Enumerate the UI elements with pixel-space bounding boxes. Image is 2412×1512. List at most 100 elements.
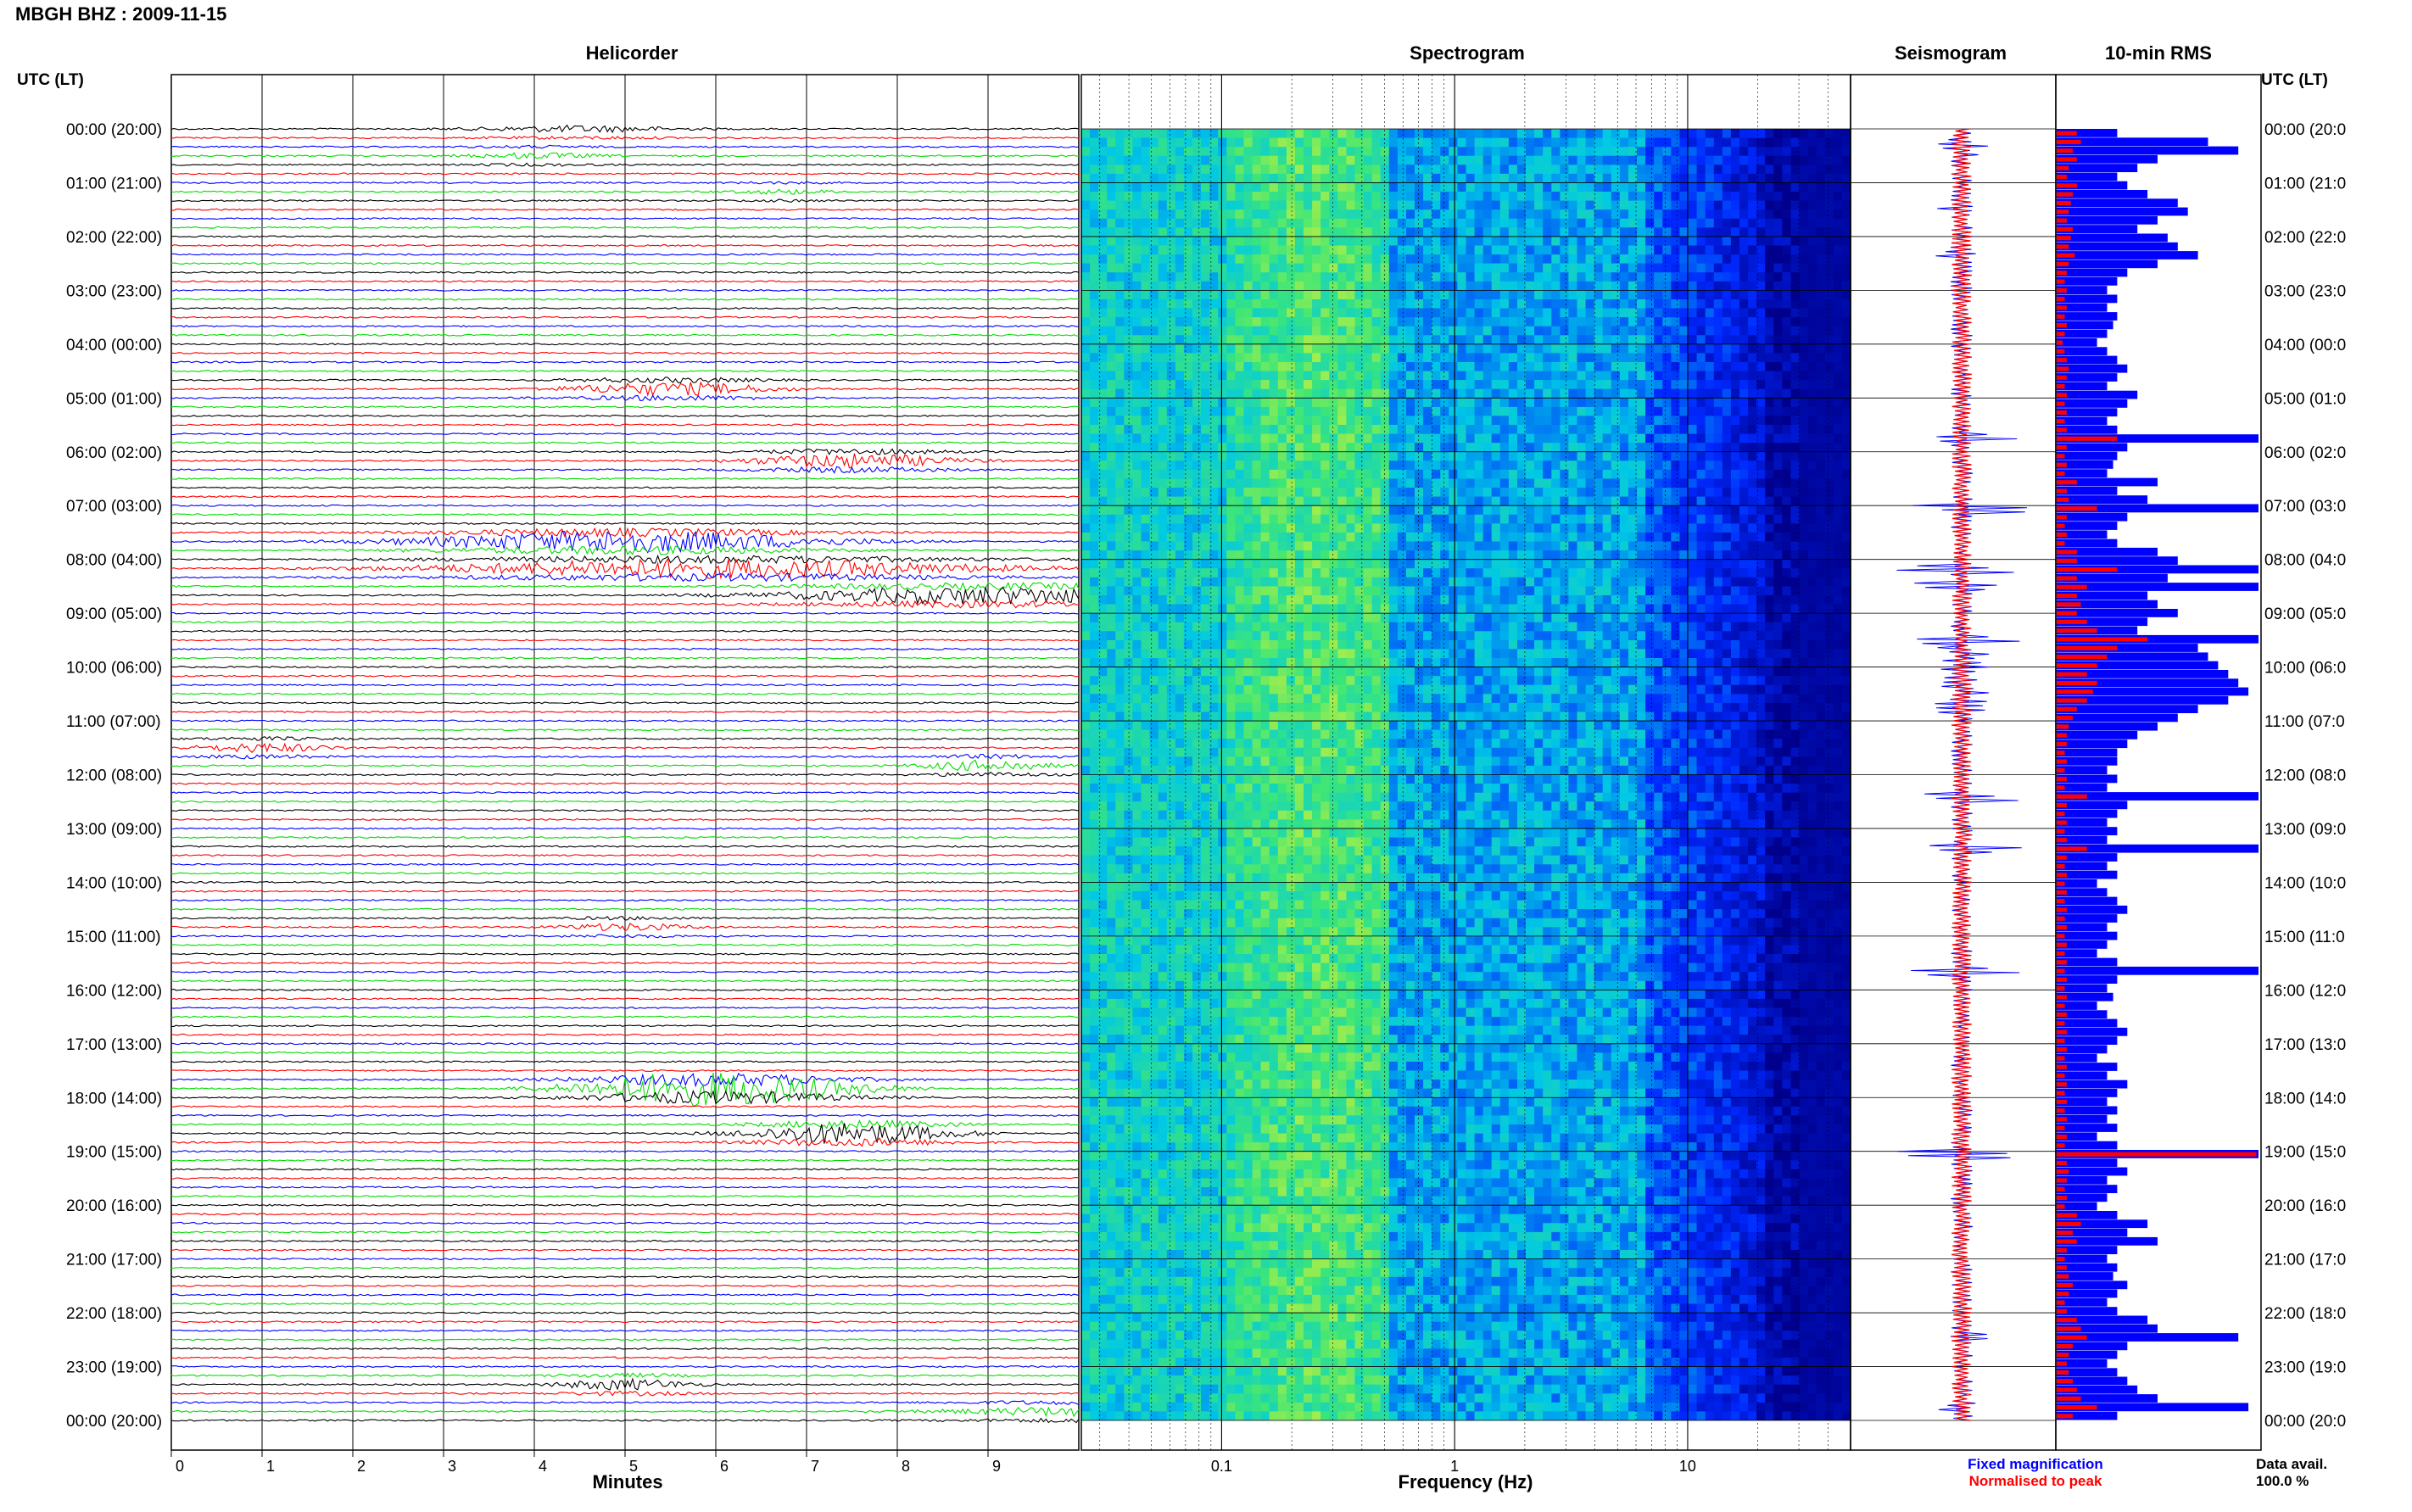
spectrogram-cell: [1201, 1241, 1210, 1251]
spectrogram-cell: [1253, 1403, 1262, 1412]
spectrogram-cell: [1320, 1358, 1330, 1367]
spectrogram-cell: [1081, 1232, 1091, 1241]
spectrogram-cell: [1150, 1223, 1159, 1232]
spectrogram-cell: [1295, 1375, 1304, 1385]
spectrogram-cell: [1304, 425, 1313, 434]
spectrogram-cell: [1329, 568, 1338, 577]
spectrogram-cell: [1218, 990, 1227, 999]
spectrogram-cell: [1175, 1358, 1185, 1367]
spectrogram-cell: [1346, 864, 1355, 873]
spectrogram-cell: [1364, 335, 1373, 344]
spectrogram-cell: [1124, 1277, 1133, 1286]
spectrogram-cell: [1107, 703, 1116, 712]
spectrogram-cell: [1133, 201, 1142, 210]
spectrogram-cell: [1150, 1026, 1159, 1035]
spectrogram-cell: [1226, 227, 1236, 237]
spectrogram-cell: [1098, 811, 1108, 820]
spectrogram-cell: [1261, 1411, 1270, 1420]
spectrogram-cell: [1107, 918, 1116, 928]
spectrogram-cell: [1312, 264, 1321, 273]
spectrogram-cell: [1218, 299, 1227, 309]
spectrogram-cell: [1261, 856, 1270, 865]
spectrogram-cell: [1346, 891, 1355, 901]
spectrogram-cell: [1304, 586, 1313, 595]
spectrogram-cell: [1278, 1250, 1287, 1259]
spectrogram-cell: [1295, 981, 1304, 990]
spectrogram-cell: [1124, 425, 1133, 434]
spectrogram-cell: [1295, 1134, 1304, 1143]
spectrogram-cell: [1201, 1152, 1210, 1161]
spectrogram-cell: [1304, 470, 1313, 479]
spectrogram-cell: [1364, 497, 1373, 506]
spectrogram-cell: [1081, 1017, 1091, 1026]
spectrogram-cell: [1312, 1375, 1321, 1385]
spectrogram-cell: [1184, 1017, 1193, 1026]
spectrogram-cell: [1295, 254, 1304, 264]
spectrogram-cell: [1167, 1080, 1176, 1089]
spectrogram-cell: [1218, 721, 1227, 730]
spectrogram-cell: [1270, 192, 1279, 201]
spectrogram-cell: [1295, 147, 1304, 156]
spectrogram-cell: [1235, 174, 1244, 183]
spectrogram-cell: [1124, 766, 1133, 775]
spectrogram-cell: [1218, 1214, 1227, 1224]
spectrogram-cell: [1226, 864, 1236, 873]
spectrogram-cell: [1115, 183, 1125, 192]
spectrogram-cell: [1295, 129, 1304, 138]
spectrogram-cell: [1159, 676, 1168, 685]
spectrogram-cell: [1295, 470, 1304, 479]
spectrogram-cell: [1287, 129, 1296, 138]
spectrogram-cell: [1329, 882, 1338, 891]
spectrogram-cell: [1150, 523, 1159, 533]
spectrogram-cell: [1115, 936, 1125, 946]
spectrogram-cell: [1287, 460, 1296, 470]
spectrogram-cell: [1081, 775, 1091, 784]
spectrogram-cell: [1312, 380, 1321, 389]
spectrogram-cell: [1364, 586, 1373, 595]
spectrogram-cell: [1159, 1142, 1168, 1152]
spectrogram-cell: [1346, 156, 1355, 165]
spectrogram-cell: [1192, 829, 1202, 838]
spectrogram-cell: [1253, 1152, 1262, 1161]
spectrogram-cell: [1115, 1097, 1125, 1107]
spectrogram-cell: [1364, 443, 1373, 452]
spectrogram-cell: [1184, 891, 1193, 901]
spectrogram-cell: [1175, 1313, 1185, 1322]
spectrogram-cell: [1175, 362, 1185, 371]
spectrogram-cell: [1312, 1268, 1321, 1277]
spectrogram-cell: [1312, 999, 1321, 1008]
spectrogram-cell: [1175, 1393, 1185, 1403]
spectrogram-cell: [1150, 1080, 1159, 1089]
spectrogram-cell: [1201, 1035, 1210, 1044]
spectrogram-cell: [1295, 1205, 1304, 1214]
spectrogram-cell: [1304, 452, 1313, 461]
spectrogram-cell: [1253, 1035, 1262, 1044]
spectrogram-cell: [1159, 1304, 1168, 1314]
spectrogram-cell: [1278, 990, 1287, 999]
spectrogram-cell: [1159, 147, 1168, 156]
spectrogram-cell: [1150, 505, 1159, 515]
spectrogram-cell: [1107, 891, 1116, 901]
spectrogram-cell: [1287, 946, 1296, 955]
spectrogram-cell: [1218, 595, 1227, 605]
spectrogram-cell: [1278, 1044, 1287, 1053]
spectrogram-cell: [1346, 640, 1355, 650]
spectrogram-cell: [1355, 1214, 1365, 1224]
spectrogram-cell: [1312, 1178, 1321, 1187]
spectrogram-cell: [1167, 927, 1176, 936]
spectrogram-cell: [1167, 1277, 1176, 1286]
spectrogram-cell: [1081, 1393, 1091, 1403]
spectrogram-cell: [1226, 577, 1236, 587]
spectrogram-cell: [1261, 1322, 1270, 1331]
spectrogram-cell: [1081, 1178, 1091, 1187]
spectrogram-cell: [1320, 460, 1330, 470]
spectrogram-cell: [1159, 165, 1168, 174]
spectrogram-cell: [1320, 299, 1330, 309]
spectrogram-cell: [1295, 290, 1304, 299]
spectrogram-cell: [1184, 1197, 1193, 1206]
spectrogram-cell: [1081, 380, 1091, 389]
spectrogram-cell: [1124, 309, 1133, 318]
spectrogram-cell: [1226, 209, 1236, 219]
spectrogram-cell: [1150, 712, 1159, 722]
spectrogram-cell: [1175, 290, 1185, 299]
